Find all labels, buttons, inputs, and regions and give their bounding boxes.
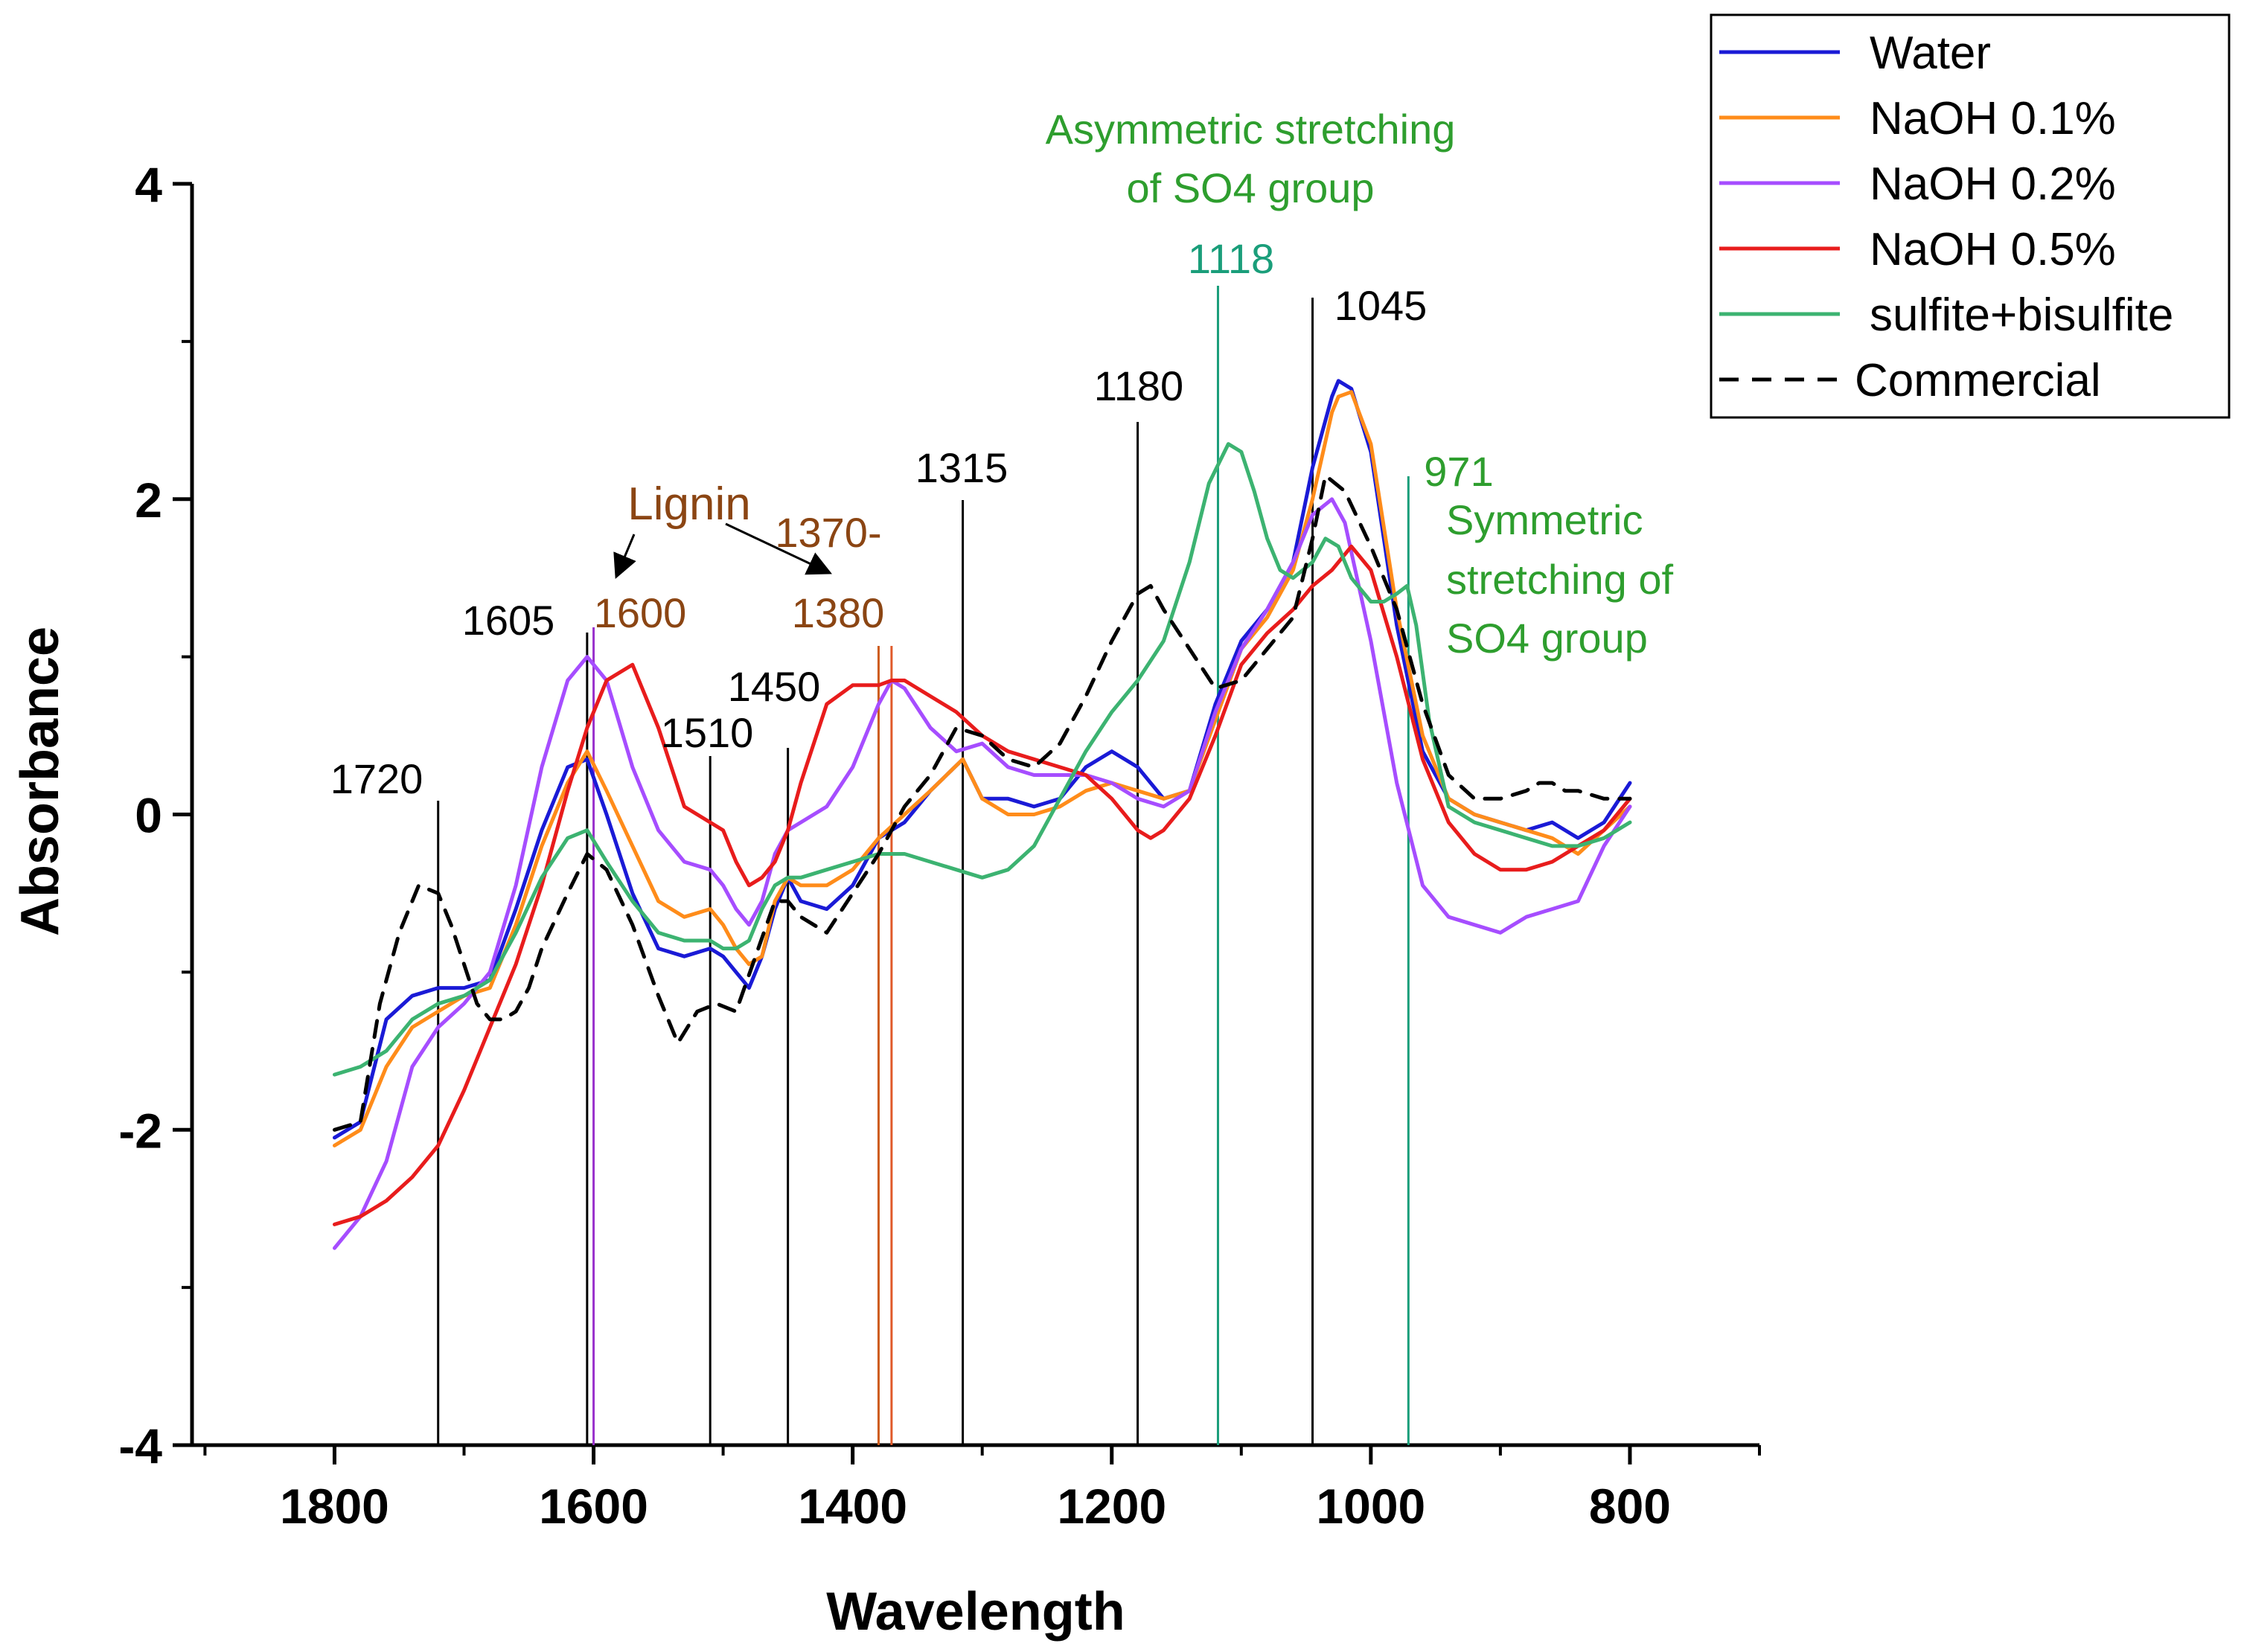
- legend-label: sulfite+bisulfite: [1870, 289, 2173, 341]
- lignin-label: Lignin: [627, 478, 750, 530]
- label-1450: 1450: [728, 663, 821, 710]
- y-tick-label: -2: [118, 1103, 162, 1158]
- symmetric-label-line3: SO4 group: [1446, 615, 1648, 662]
- x-axis-title: Wavelength: [826, 1582, 1125, 1642]
- label-1118: 1118: [1188, 235, 1274, 282]
- legend-label: NaOH 0.5%: [1870, 224, 2116, 275]
- series-commercial: [333, 473, 1632, 1132]
- x-tick-label: 1200: [1057, 1479, 1166, 1534]
- legend-box: [1710, 13, 2231, 419]
- y-ticks: -4 -2 0 2 4: [118, 157, 192, 1473]
- x-tick-label: 1000: [1316, 1479, 1425, 1534]
- x-tick-label: 1400: [798, 1479, 907, 1534]
- asymmetric-label-line2: of SO4 group: [1126, 164, 1374, 211]
- legend-label: Water: [1870, 28, 1991, 79]
- label-1510: 1510: [661, 709, 754, 756]
- legend: Water NaOH 0.1% NaOH 0.2% NaOH 0.5% sulfite+…: [1710, 13, 2231, 419]
- lignin-arrow-1380: [725, 522, 832, 575]
- annotation-labels: 1720 1605 1600 1510 1450 1370- 1380 1315…: [330, 106, 1674, 802]
- label-1315: 1315: [915, 444, 1008, 491]
- y-tick-label: 2: [135, 473, 162, 528]
- series-group: [333, 379, 1632, 1250]
- label-1605: 1605: [462, 597, 555, 644]
- series-sulfite-bisulfite: [333, 442, 1632, 1077]
- label-1045: 1045: [1334, 282, 1428, 329]
- plot-area: [190, 184, 1759, 1447]
- label-1600: 1600: [594, 589, 687, 636]
- asymmetric-label-line1: Asymmetric stretching: [1046, 106, 1456, 153]
- x-tick-label: 1800: [280, 1479, 389, 1534]
- label-1380: 1380: [792, 589, 885, 636]
- legend-label: NaOH 0.1%: [1870, 93, 2116, 144]
- x-tick-label: 1600: [539, 1479, 648, 1534]
- legend-label: Commercial: [1855, 355, 2101, 406]
- label-1370: 1370-: [775, 509, 881, 556]
- series-naoh-0-1-: [333, 390, 1632, 1147]
- y-axis-title: Absorbance: [10, 627, 70, 936]
- y-tick-label: 4: [135, 157, 162, 212]
- label-1180: 1180: [1094, 362, 1183, 409]
- series-naoh-0-2-: [333, 497, 1632, 1250]
- symmetric-label-line2: stretching of: [1446, 556, 1673, 603]
- label-1720: 1720: [330, 755, 423, 802]
- y-tick-label: -4: [118, 1418, 162, 1473]
- label-971: 971: [1424, 448, 1493, 495]
- x-ticks: 1800 1600 1400 1200 1000 800: [203, 1445, 1761, 1534]
- symmetric-label-line1: Symmetric: [1446, 496, 1643, 543]
- legend-label: NaOH 0.2%: [1870, 159, 2116, 210]
- x-tick-label: 800: [1589, 1479, 1671, 1534]
- lignin-arrow-1600: [613, 534, 636, 580]
- series-naoh-0-5-: [333, 544, 1632, 1226]
- y-tick-label: 0: [135, 788, 162, 843]
